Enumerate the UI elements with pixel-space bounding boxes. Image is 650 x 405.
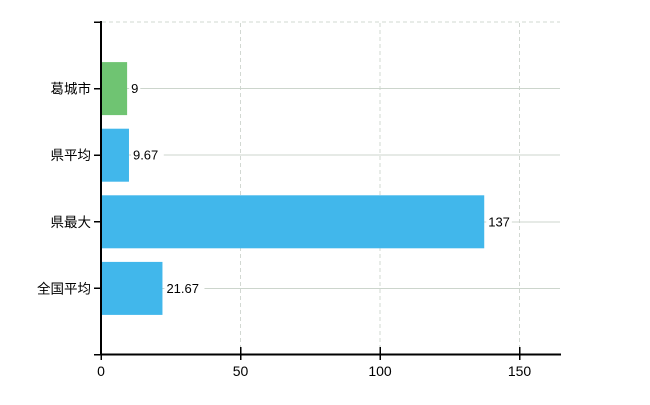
- bar-value-backing: [164, 280, 205, 297]
- category-label: 葛城市: [51, 81, 92, 97]
- x-axis-tick-label: 50: [233, 363, 249, 379]
- bar-value-backing: [486, 213, 512, 230]
- category-label: 全国平均: [37, 280, 91, 296]
- category-label: 県平均: [51, 148, 92, 163]
- bar: [102, 195, 485, 249]
- bar-value-label: 21.67: [166, 281, 199, 296]
- bar: [102, 62, 128, 116]
- category-label: 県最大: [51, 215, 92, 230]
- bar: [102, 261, 163, 315]
- bar-value-backing: [130, 147, 164, 164]
- bar-value-label: 137: [488, 214, 510, 229]
- x-axis-tick-label: 100: [368, 363, 392, 379]
- bar-value-label: 9.67: [133, 148, 158, 163]
- bar: [102, 128, 129, 182]
- bar-value-label: 9: [131, 81, 138, 96]
- x-axis-tick-label: 150: [508, 363, 532, 379]
- x-axis-tick-label: 0: [97, 363, 105, 379]
- bar-value-backing: [129, 80, 141, 97]
